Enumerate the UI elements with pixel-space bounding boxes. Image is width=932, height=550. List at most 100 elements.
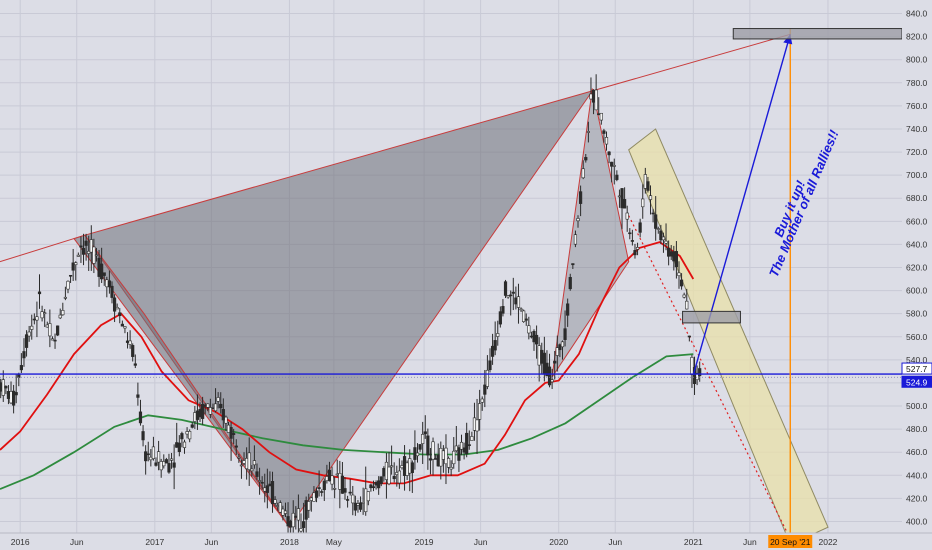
candle-body bbox=[81, 248, 86, 255]
candle-body bbox=[273, 499, 277, 504]
candle-body bbox=[509, 294, 513, 297]
candle-body bbox=[66, 280, 70, 290]
candle-body bbox=[643, 174, 647, 189]
candle-body bbox=[698, 368, 702, 377]
candle-body bbox=[607, 151, 611, 156]
candle-body bbox=[61, 310, 65, 316]
candle-body bbox=[87, 250, 91, 254]
candle-body bbox=[635, 247, 640, 250]
candle-body bbox=[48, 323, 52, 337]
x-tick-label: 2022 bbox=[818, 537, 837, 547]
candle-body bbox=[206, 403, 210, 408]
candle-body bbox=[50, 338, 55, 341]
candle-body bbox=[356, 503, 360, 506]
pattern-shape bbox=[551, 88, 630, 378]
y-tick-label: 560.0 bbox=[906, 332, 928, 342]
ma-slow-line bbox=[0, 353, 694, 490]
candle-body bbox=[12, 390, 16, 406]
candle-body bbox=[470, 436, 474, 441]
candle-body bbox=[358, 502, 363, 510]
y-tick-label: 680.0 bbox=[906, 193, 928, 203]
candle-body bbox=[457, 447, 461, 461]
candle-body bbox=[213, 403, 218, 412]
candle-body bbox=[594, 89, 598, 111]
candle-body bbox=[226, 424, 231, 433]
candle-body bbox=[516, 296, 521, 308]
candle-body bbox=[4, 385, 8, 389]
candle-body bbox=[586, 131, 590, 133]
candle-body bbox=[40, 311, 44, 319]
candle-body bbox=[488, 360, 492, 371]
y-tick-label: 760.0 bbox=[906, 101, 928, 111]
candle-body bbox=[71, 262, 75, 271]
y-tick-label: 540.0 bbox=[906, 355, 928, 365]
candle-body bbox=[128, 340, 132, 345]
candle-body bbox=[532, 331, 536, 343]
candle-body bbox=[553, 360, 557, 364]
candle-body bbox=[599, 112, 603, 121]
candle-body bbox=[276, 505, 280, 507]
candle-body bbox=[250, 468, 254, 472]
candle-body bbox=[584, 157, 588, 161]
candle-body bbox=[193, 412, 197, 422]
x-tick-label: 2017 bbox=[145, 537, 164, 547]
candle-body bbox=[501, 306, 505, 314]
candle-body bbox=[221, 409, 225, 421]
candle-body bbox=[446, 458, 451, 468]
candle-body bbox=[527, 325, 531, 334]
candle-body bbox=[242, 460, 246, 464]
candle-body bbox=[374, 482, 378, 486]
candle-body bbox=[395, 472, 399, 475]
candle-body bbox=[123, 326, 127, 329]
candle-body bbox=[203, 404, 207, 407]
candle-body bbox=[674, 251, 678, 268]
candle-body bbox=[485, 369, 490, 387]
candle-body bbox=[112, 297, 117, 312]
candle-body bbox=[110, 285, 114, 298]
candle-body bbox=[431, 441, 435, 460]
candle-body bbox=[648, 195, 653, 200]
candle-body bbox=[159, 461, 163, 471]
candle-body bbox=[149, 456, 153, 461]
candle-body bbox=[384, 461, 389, 480]
candle-body bbox=[107, 280, 112, 288]
candle-body bbox=[439, 447, 443, 467]
candle-body bbox=[299, 528, 303, 532]
candle-body bbox=[6, 391, 11, 399]
candle-body bbox=[118, 312, 122, 317]
candle-body bbox=[522, 310, 526, 322]
y-tick-label: 400.0 bbox=[906, 516, 928, 526]
candle-body bbox=[177, 442, 181, 452]
candle-body bbox=[371, 486, 376, 489]
candle-body bbox=[120, 323, 124, 327]
candle-body bbox=[195, 410, 200, 420]
x-tick-label: May bbox=[326, 537, 343, 547]
candle-body bbox=[304, 500, 308, 520]
y-tick-label: 740.0 bbox=[906, 124, 928, 134]
y-tick-label: 420.0 bbox=[906, 493, 928, 503]
y-tick-label: 480.0 bbox=[906, 424, 928, 434]
candle-body bbox=[669, 251, 673, 257]
candle-body bbox=[563, 328, 567, 340]
candle-body bbox=[524, 318, 528, 321]
candle-body bbox=[188, 431, 192, 440]
candle-body bbox=[314, 490, 319, 498]
candle-body bbox=[620, 188, 624, 209]
candle-body bbox=[633, 250, 637, 256]
candle-body bbox=[330, 475, 334, 485]
candle-body bbox=[558, 344, 562, 351]
candle-body bbox=[1, 379, 5, 396]
candle-body bbox=[392, 476, 396, 480]
candle-body bbox=[255, 471, 259, 477]
candle-body bbox=[351, 494, 355, 504]
candle-body bbox=[79, 245, 83, 248]
y-tick-label: 700.0 bbox=[906, 170, 928, 180]
candle-body bbox=[74, 262, 78, 266]
candle-body bbox=[19, 365, 23, 371]
candle-body bbox=[454, 445, 458, 451]
candle-body bbox=[182, 441, 187, 448]
candle-body bbox=[426, 435, 430, 456]
candle-body bbox=[576, 218, 580, 222]
